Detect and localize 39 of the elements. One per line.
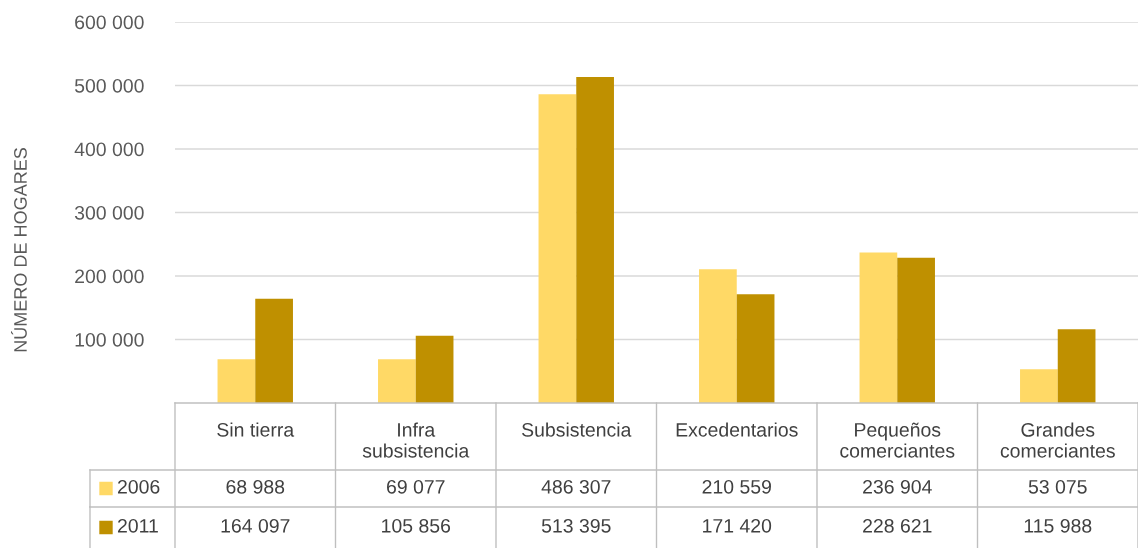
bar bbox=[699, 269, 737, 403]
x-tick-label: Sin tierra bbox=[217, 422, 295, 437]
y-tick-label: 200 000 bbox=[75, 269, 144, 284]
data-label: 105 856 bbox=[382, 518, 451, 533]
bar bbox=[736, 294, 775, 403]
bar bbox=[859, 252, 898, 403]
x-tick-label: Subsistencia bbox=[522, 422, 632, 437]
data-label: 228 621 bbox=[863, 518, 932, 533]
data-label: 171 420 bbox=[703, 518, 772, 533]
data-label: 210 559 bbox=[702, 479, 771, 494]
bar bbox=[538, 94, 577, 403]
y-tick-label: 400 000 bbox=[74, 142, 144, 157]
data-label: 115 988 bbox=[1024, 518, 1092, 533]
data-label: 68 988 bbox=[226, 479, 285, 494]
y-axis-title: NÚMERO DE HOGARES bbox=[11, 148, 27, 352]
x-tick-label: Infra subsistencia bbox=[362, 422, 470, 458]
x-tick-label: Pequeños comerciantes bbox=[840, 422, 955, 458]
bar bbox=[255, 298, 293, 403]
data-label: 69 077 bbox=[387, 479, 445, 494]
legend-label: 2011 bbox=[117, 518, 158, 533]
bar bbox=[1020, 369, 1058, 403]
legend-label: 2006 bbox=[117, 479, 160, 494]
bar bbox=[415, 335, 454, 403]
bar bbox=[217, 359, 256, 403]
data-label: 53 075 bbox=[1028, 479, 1087, 494]
data-label: 513 395 bbox=[541, 518, 611, 533]
x-tick-label: Excedentarios bbox=[676, 422, 798, 437]
y-tick-label: 600 000 bbox=[75, 15, 144, 30]
y-tick-label: 500 000 bbox=[74, 78, 144, 93]
data-label: 164 097 bbox=[221, 518, 290, 533]
x-tick-label: Grandes comerciantes bbox=[1000, 422, 1115, 458]
bar bbox=[1057, 329, 1096, 403]
bar bbox=[378, 359, 416, 403]
y-tick-label: 300 000 bbox=[74, 205, 144, 220]
bar bbox=[576, 76, 614, 403]
bar bbox=[897, 257, 935, 403]
data-label: 236 904 bbox=[863, 479, 932, 494]
y-tick-label: 100 000 bbox=[75, 332, 144, 347]
data-label: 486 307 bbox=[541, 479, 611, 494]
